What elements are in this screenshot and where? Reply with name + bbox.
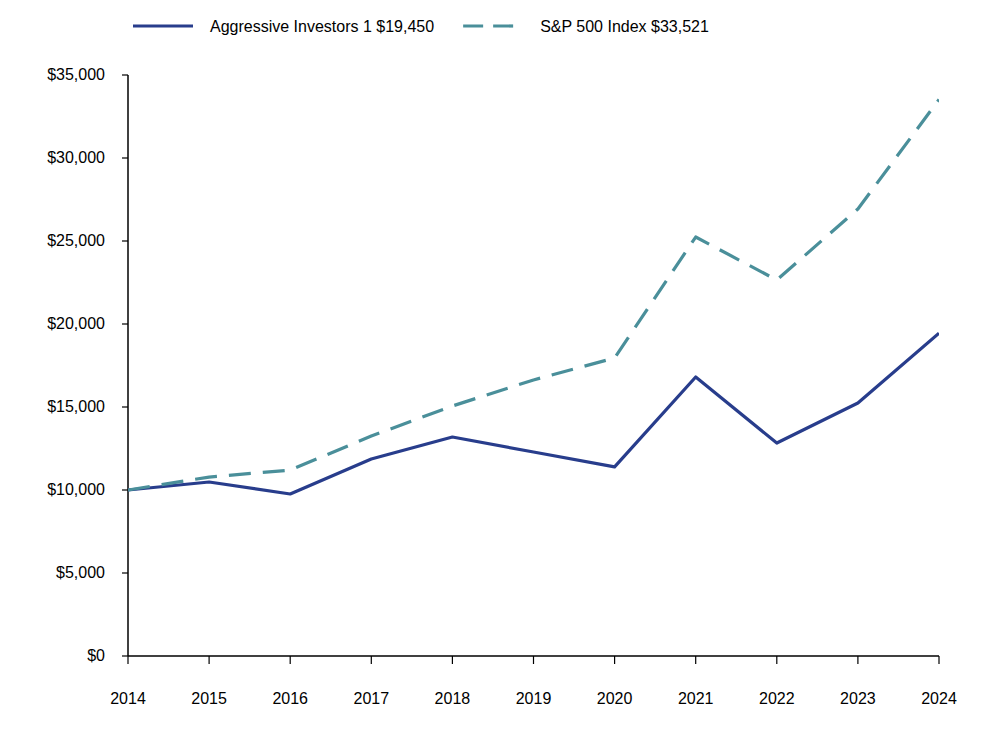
y-tick xyxy=(122,323,128,324)
y-tick-label: $10,000 xyxy=(47,481,105,498)
x-tick xyxy=(857,656,858,664)
x-tick-label: 2020 xyxy=(597,690,633,707)
y-tick xyxy=(122,572,128,573)
y-tick-label: $20,000 xyxy=(47,315,105,332)
legend-swatch xyxy=(133,24,193,27)
x-tick-label: 2019 xyxy=(516,690,552,707)
y-tick xyxy=(122,406,128,407)
x-tick xyxy=(371,656,372,664)
legend-label: S&P 500 Index $33,521 xyxy=(540,18,709,35)
x-tick-label: 2024 xyxy=(921,690,957,707)
x-tick xyxy=(776,656,777,664)
y-tick-label: $25,000 xyxy=(47,232,105,249)
x-tick-label: 2022 xyxy=(759,690,795,707)
x-tick xyxy=(127,656,128,664)
legend-label: Aggressive Investors 1 $19,450 xyxy=(210,18,434,35)
legend-swatch xyxy=(463,24,523,27)
y-tick-label: $15,000 xyxy=(47,398,105,415)
x-tick-label: 2021 xyxy=(678,690,714,707)
y-tick-label: $30,000 xyxy=(47,149,105,166)
y-tick-label: $5,000 xyxy=(56,564,105,581)
x-tick-label: 2023 xyxy=(840,690,876,707)
y-tick xyxy=(122,157,128,158)
x-tick xyxy=(209,656,210,664)
y-tick xyxy=(122,74,128,75)
y-tick xyxy=(122,240,128,241)
x-tick xyxy=(533,656,534,664)
chart: $0 $5,000 $10,000 $15,000 $20,000 $25,000 $30,… xyxy=(0,0,984,744)
y-tick xyxy=(122,489,128,490)
x-tick xyxy=(695,656,696,664)
x-tick-label: 2018 xyxy=(435,690,471,707)
y-tick-label: $35,000 xyxy=(47,66,105,83)
y-axis xyxy=(127,75,129,656)
x-tick xyxy=(290,656,291,664)
series-line xyxy=(128,100,939,490)
series-line xyxy=(128,333,939,494)
plot-area xyxy=(128,100,939,494)
x-tick xyxy=(938,656,939,664)
y-tick xyxy=(122,655,128,656)
x-tick-label: 2017 xyxy=(354,690,390,707)
y-tick-label: $0 xyxy=(87,647,105,664)
x-tick-label: 2016 xyxy=(272,690,308,707)
x-tick-label: 2015 xyxy=(191,690,227,707)
x-tick xyxy=(452,656,453,664)
x-tick xyxy=(614,656,615,664)
x-tick-label: 2014 xyxy=(110,690,146,707)
